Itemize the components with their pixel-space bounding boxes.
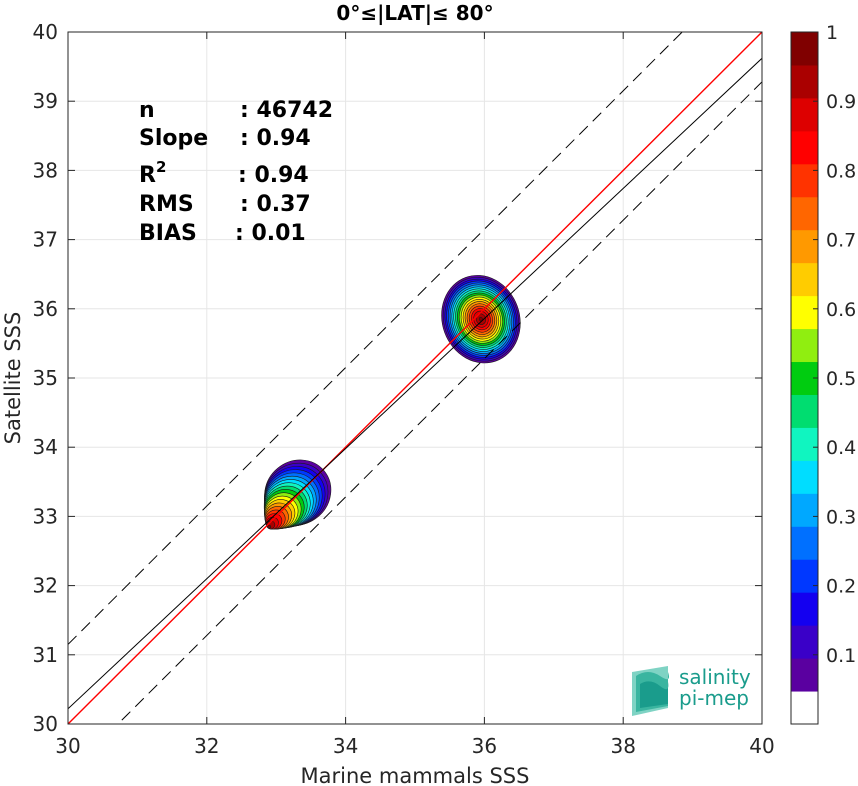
stat-label: BIAS (139, 221, 197, 246)
colorbar-swatch (791, 64, 818, 99)
colorbar-swatch (791, 32, 818, 66)
colorbar-tick-label: 0.9 (826, 91, 856, 113)
colorbar-swatch (791, 130, 818, 165)
wave-logo-icon (632, 666, 669, 716)
y-tick-label: 38 (33, 158, 58, 182)
identity-line (68, 32, 762, 724)
y-tick-label: 33 (33, 504, 58, 528)
logo-line1: salinity (679, 665, 751, 689)
y-tick-label: 35 (33, 366, 58, 390)
stat-label: Slope (139, 126, 208, 151)
colorbar-tick-label: 0.6 (826, 299, 856, 321)
colorbar-swatch (791, 493, 818, 527)
x-axis-ticks: 30 32 34 36 38 40 (55, 32, 775, 758)
colorbar-tick-label: 0.2 (826, 576, 856, 598)
colorbar-swatch (791, 328, 818, 363)
colorbar-tick-label: 0.8 (826, 160, 856, 182)
y-tick-label: 34 (33, 435, 58, 459)
colorbar-swatch (791, 229, 818, 264)
upper-bound-line (68, 32, 683, 645)
colorbar-tick-label: 1 (826, 22, 838, 44)
grid-lines (67, 31, 763, 725)
stat-label: n (139, 98, 155, 123)
y-tick-label: 31 (33, 643, 58, 667)
colorbar-tick-label: 0.4 (826, 437, 856, 459)
x-tick-label: 34 (333, 734, 358, 758)
contour-level (267, 524, 272, 529)
colorbar-swatch (791, 559, 818, 593)
colorbar-tick-label: 0.7 (826, 230, 856, 252)
x-tick-label: 32 (194, 734, 219, 758)
reference-lines (68, 32, 762, 724)
x-tick-label: 30 (55, 734, 80, 758)
logo-line2: pi-mep (679, 686, 749, 710)
stat-label: R (139, 163, 156, 188)
colorbar-swatch (791, 691, 818, 725)
y-tick-label: 36 (33, 297, 58, 321)
y-tick-label: 30 (33, 712, 58, 736)
colorbar-swatch (791, 625, 818, 659)
stat-value: : 0.94 (240, 126, 311, 151)
x-tick-label: 38 (610, 734, 635, 758)
y-tick-label: 39 (33, 89, 58, 113)
stat-label: RMS (139, 192, 194, 217)
colorbar-swatch (791, 394, 818, 428)
colorbar-tick-label: 0.5 (826, 368, 856, 390)
salinity-pimep-logo: salinity pi-mep (632, 665, 751, 716)
x-tick-label: 36 (472, 734, 497, 758)
x-axis-label: Marine mammals SSS (301, 764, 530, 786)
y-tick-label: 32 (33, 574, 58, 598)
x-tick-label: 40 (749, 734, 774, 758)
chart-title: 0°≤|LAT|≤ 80° (336, 1, 493, 25)
colorbar-swatch (791, 262, 818, 297)
colorbar-swatch (791, 427, 818, 461)
colorbar-swatch (791, 295, 818, 330)
y-tick-label: 40 (33, 20, 58, 44)
density-cluster-2 (441, 275, 521, 364)
colorbar-swatch (791, 460, 818, 494)
colorbar-tick-label: 0.1 (826, 645, 856, 667)
y-axis-label: Satellite SSS (1, 312, 25, 445)
stats-box: n : 46742 Slope : 0.94 R 2 : 0.94 RMS : 0.37 BIAS… (139, 98, 333, 246)
stat-value: : 46742 (240, 98, 333, 123)
colorbar-swatch (791, 196, 818, 231)
colorbar-swatch (791, 526, 818, 560)
lower-bound-line (117, 81, 762, 724)
colorbar-tick-label: 0.3 (826, 506, 856, 528)
colorbar-swatch (791, 163, 818, 198)
stat-value: : 0.94 (238, 163, 309, 188)
stat-value: : 0.37 (240, 192, 311, 217)
colorbar-swatch (791, 658, 818, 692)
colorbar (790, 31, 819, 725)
y-axis-ticks: 30 31 32 33 34 35 36 37 38 39 40 (33, 20, 762, 736)
stat-superscript: 2 (156, 158, 166, 176)
colorbar-ticks: 0.1 0.2 0.3 0.4 0.5 0.6 0.7 0.8 0.9 1 (813, 22, 856, 667)
fit-line (68, 57, 762, 710)
y-tick-label: 37 (33, 228, 58, 252)
colorbar-swatch (791, 97, 818, 132)
colorbar-swatch (791, 592, 818, 626)
stat-value: : 0.01 (235, 221, 306, 246)
